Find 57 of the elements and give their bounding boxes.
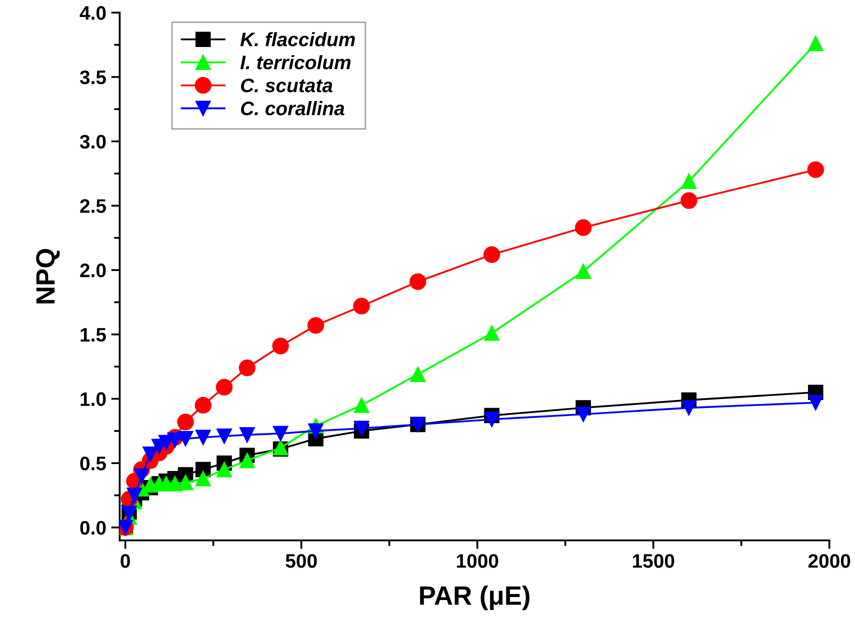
y-tick-label: 3.0	[80, 134, 106, 149]
x-tick-label: 500	[286, 554, 317, 568]
point	[238, 360, 256, 376]
y-axis-title: NPQ	[36, 249, 60, 304]
point	[680, 192, 698, 209]
y-tick-label: 1.0	[80, 392, 106, 406]
point	[216, 378, 233, 396]
x-axis-title: PAR (μE)	[420, 586, 530, 610]
point	[177, 414, 194, 430]
point	[807, 161, 824, 178]
point	[808, 36, 824, 52]
point	[216, 428, 232, 444]
x-tick-label: 1500	[632, 554, 674, 568]
point	[239, 452, 255, 468]
point	[167, 476, 183, 492]
point	[484, 325, 500, 341]
y-tick-label: 2.5	[80, 199, 106, 213]
point	[178, 474, 194, 490]
point	[354, 398, 370, 413]
point	[307, 317, 324, 334]
point	[308, 423, 324, 439]
point	[410, 366, 426, 382]
legend-label: C. corallina	[241, 101, 344, 116]
point	[195, 470, 211, 486]
point	[195, 430, 211, 446]
y-tick-label: 4.0	[80, 6, 106, 20]
x-tick-label: 1000	[456, 554, 498, 568]
point	[410, 273, 426, 290]
point	[808, 395, 824, 410]
point	[576, 264, 591, 279]
point	[576, 406, 591, 422]
point	[353, 298, 370, 314]
y-tick-label: 2.0	[80, 264, 106, 278]
legend-label: I. terricolum	[240, 55, 351, 70]
point	[681, 174, 697, 189]
point	[194, 396, 212, 414]
point	[239, 427, 255, 442]
y-tick-label: 1.5	[80, 328, 106, 342]
x-tick-label: 2000	[808, 554, 850, 568]
y-tick-label: 0.0	[80, 520, 106, 535]
point	[681, 400, 697, 416]
y-tick-label: 0.5	[80, 456, 106, 470]
legend-label: K. flaccidum	[240, 32, 355, 46]
point	[574, 219, 592, 236]
point	[216, 462, 232, 478]
y-tick-label: 3.5	[80, 70, 106, 84]
point	[142, 446, 158, 462]
point	[134, 468, 150, 484]
point	[272, 426, 288, 442]
point	[126, 488, 142, 503]
point	[167, 432, 183, 448]
point	[483, 246, 500, 263]
x-tick-label: 0	[120, 554, 130, 568]
point	[178, 431, 194, 446]
point	[272, 338, 289, 354]
legend-label: C. scutata	[241, 78, 332, 92]
point	[484, 412, 500, 428]
